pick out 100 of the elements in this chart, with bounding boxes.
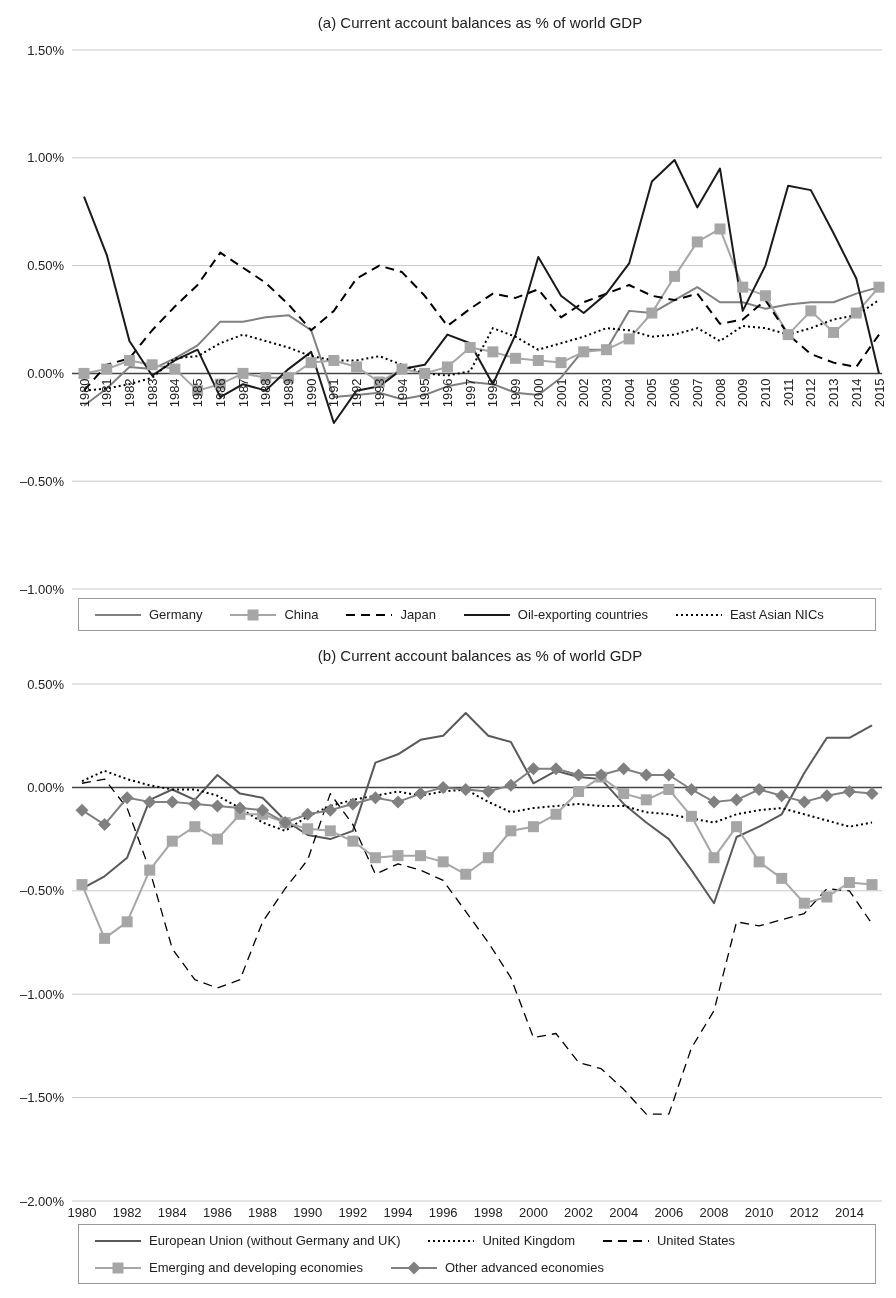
point — [737, 281, 749, 293]
x-tick-label: 2010 — [757, 378, 773, 408]
x-tick-label: 1997 — [462, 378, 478, 408]
point — [323, 803, 337, 817]
point — [805, 305, 817, 317]
point — [618, 788, 630, 800]
x-tick-label: 1994 — [394, 378, 410, 408]
point — [169, 363, 181, 375]
x-tick-label: 1995 — [417, 378, 433, 408]
x-tick-label: 2005 — [644, 378, 660, 408]
legend-label: United States — [656, 1233, 736, 1248]
point — [144, 864, 156, 876]
point — [414, 787, 428, 801]
legend-label: Emerging and developing economies — [149, 1260, 363, 1275]
x-tick-label: 1983 — [144, 378, 160, 408]
point — [391, 795, 405, 809]
x-tick-label: 1980 — [76, 378, 92, 408]
point — [708, 852, 720, 864]
point — [714, 223, 726, 235]
point — [821, 891, 833, 903]
x-tick-label: 1982 — [112, 1205, 142, 1220]
point — [351, 361, 363, 373]
y-tick-label: 0.00% — [27, 366, 65, 382]
point — [436, 780, 450, 794]
x-tick-label: 2004 — [609, 1205, 639, 1220]
x-tick-label: 2002 — [576, 378, 592, 408]
y-tick-label: –1.50% — [19, 1090, 65, 1106]
point — [691, 236, 703, 248]
point — [639, 768, 653, 782]
point — [753, 856, 765, 868]
point — [730, 793, 744, 807]
point — [873, 281, 885, 293]
point — [752, 782, 766, 796]
point — [782, 329, 794, 341]
x-tick-label: 1985 — [190, 378, 206, 408]
x-tick-label: 1991 — [326, 378, 342, 408]
point — [843, 877, 855, 889]
point — [532, 354, 544, 366]
x-tick-label: 1984 — [157, 1205, 187, 1220]
y-tick-label: 1.00% — [27, 150, 65, 166]
x-tick-label: 2007 — [689, 378, 705, 408]
point — [828, 326, 840, 338]
point — [684, 782, 698, 796]
point — [441, 361, 453, 373]
point — [866, 879, 878, 891]
point — [121, 916, 133, 928]
x-tick-label: 1988 — [248, 1205, 278, 1220]
point — [419, 367, 431, 379]
point — [617, 762, 631, 776]
x-tick-label: 2001 — [553, 378, 569, 408]
x-tick-label: 2012 — [803, 378, 819, 408]
point — [600, 344, 612, 356]
point — [78, 367, 90, 379]
point — [510, 352, 522, 364]
point — [842, 785, 856, 799]
legend-label: Other advanced economies — [444, 1260, 604, 1275]
point — [459, 782, 473, 796]
legend-label: Japan — [400, 607, 436, 622]
point — [623, 333, 635, 345]
point — [850, 307, 862, 319]
point — [578, 346, 590, 358]
x-tick-label: 1992 — [349, 378, 365, 408]
y-tick-label: 1.50% — [27, 42, 65, 58]
legend-label: United Kingdom — [482, 1233, 575, 1248]
point — [98, 818, 112, 832]
y-tick-label: –1.00% — [19, 581, 65, 597]
x-tick-label: 2012 — [789, 1205, 819, 1220]
x-tick-label: 2008 — [699, 1205, 729, 1220]
point — [146, 359, 158, 371]
point — [487, 346, 499, 358]
legend-label: European Union (without Germany and UK) — [149, 1233, 401, 1248]
point — [549, 762, 563, 776]
point — [123, 354, 135, 366]
point — [555, 357, 567, 369]
point — [707, 795, 721, 809]
point — [572, 768, 586, 782]
x-tick-label: 1992 — [338, 1205, 368, 1220]
point — [526, 762, 540, 776]
x-tick-label: 2000 — [518, 1205, 548, 1220]
point — [101, 363, 113, 375]
point — [550, 808, 562, 820]
point — [640, 794, 652, 806]
y-tick-label: –2.00% — [19, 1193, 65, 1209]
point — [346, 797, 360, 811]
point — [775, 789, 789, 803]
point — [305, 357, 317, 369]
y-tick-label: –0.50% — [19, 883, 65, 899]
point — [233, 801, 247, 815]
point — [646, 307, 658, 319]
point — [776, 872, 788, 884]
x-tick-label: 2004 — [621, 378, 637, 408]
point — [797, 795, 811, 809]
point — [731, 821, 743, 833]
chart-title: (b) Current account balances as % of world GDP — [316, 646, 644, 666]
point — [75, 803, 89, 817]
legend-label: Germany — [149, 607, 203, 622]
legend-label: China — [284, 607, 319, 622]
point — [865, 787, 879, 801]
x-tick-label: 2014 — [848, 378, 864, 408]
point — [759, 290, 771, 302]
